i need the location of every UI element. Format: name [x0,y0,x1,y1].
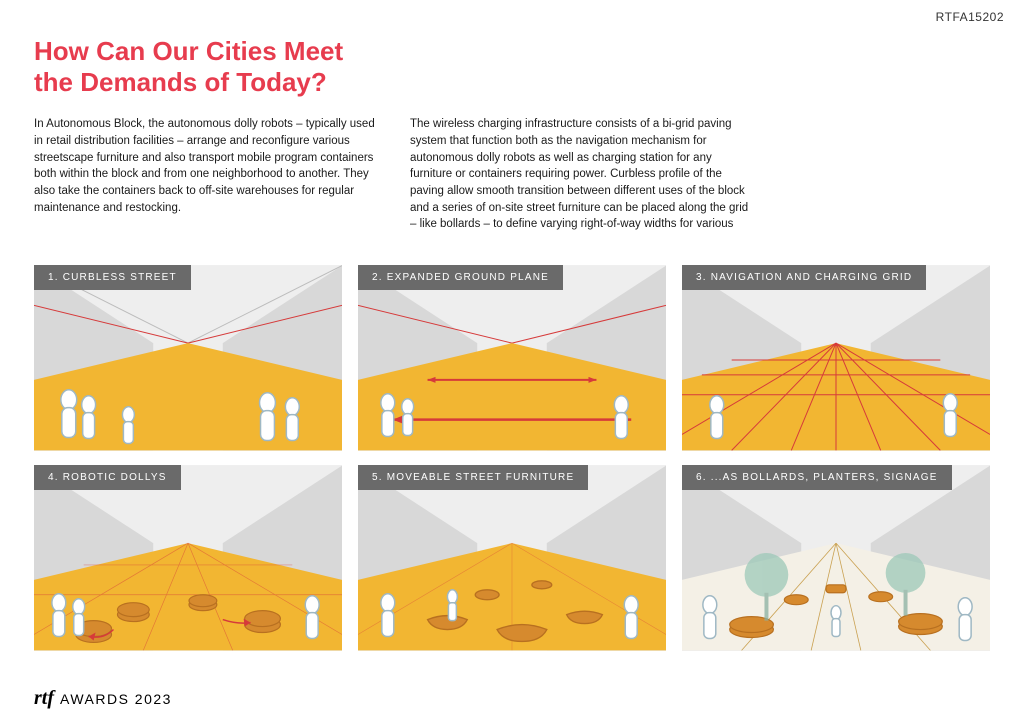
footer: rtf AWARDS 2023 [34,687,172,710]
panel-2: 2. EXPANDED GROUND PLANE [358,265,666,451]
panel-3-label: 3. NAVIGATION AND CHARGING GRID [682,265,926,290]
page-code: RTFA15202 [936,10,1004,24]
title-line-1: How Can Our Cities Meet [34,36,343,66]
panel-3-illustration [682,265,990,451]
panel-4-illustration [34,465,342,651]
title-line-2: the Demands of Today? [34,67,327,97]
body-col-1: In Autonomous Block, the autonomous doll… [34,116,378,233]
panel-5-illustration [358,465,666,651]
panel-2-illustration [358,265,666,451]
panel-5-label: 5. MOVEABLE STREET FURNITURE [358,465,588,490]
body-col-2: The wireless charging infrastructure con… [410,116,754,233]
page-title: How Can Our Cities Meet the Demands of T… [34,36,990,98]
panel-3: 3. NAVIGATION AND CHARGING GRID [682,265,990,451]
panel-1: 1. CURBLESS STREET [34,265,342,451]
body-columns: In Autonomous Block, the autonomous doll… [34,116,754,233]
panel-4-label: 4. ROBOTIC DOLLYS [34,465,181,490]
panel-6-illustration [682,465,990,651]
panel-2-label: 2. EXPANDED GROUND PLANE [358,265,563,290]
header: How Can Our Cities Meet the Demands of T… [0,0,1024,243]
panel-6: 6. ...AS BOLLARDS, PLANTERS, SIGNAGE [682,465,990,651]
panel-1-illustration [34,265,342,451]
panel-1-label: 1. CURBLESS STREET [34,265,191,290]
footer-awards-text: AWARDS 2023 [60,691,172,707]
panel-5: 5. MOVEABLE STREET FURNITURE [358,465,666,651]
panel-4: 4. ROBOTIC DOLLYS [34,465,342,651]
panels-grid: 1. CURBLESS STREET 2. EXPANDED GROUND PL… [0,243,1024,651]
footer-logo: rtf [34,687,54,710]
panel-6-label: 6. ...AS BOLLARDS, PLANTERS, SIGNAGE [682,465,952,490]
